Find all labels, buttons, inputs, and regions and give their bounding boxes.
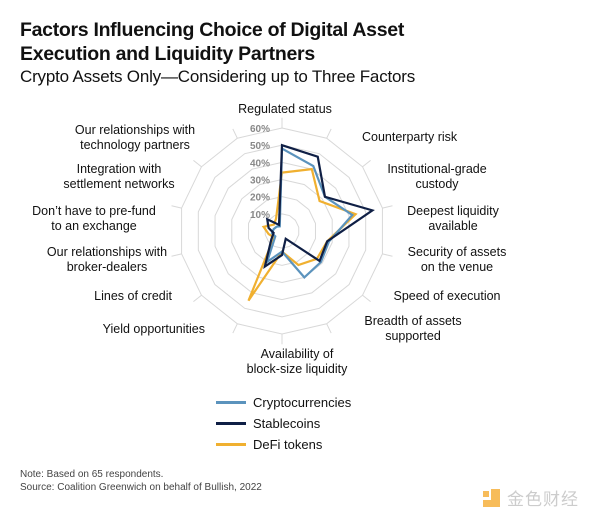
grid-ring [231,178,333,284]
axis-leader [382,205,393,209]
radial-tick-label: 20% [250,193,270,204]
axis-label: Deepest liquidity [407,204,499,218]
legend-label: DeFi tokens [253,437,323,452]
axis-label: Security of assets [408,245,507,259]
watermark-text: 金色财经 [507,490,579,510]
axis-leader [232,128,238,139]
radial-tick-label: 50% [250,141,270,152]
axis-label: block-size liquidity [247,362,348,376]
axis-label: Counterparty risk [362,130,458,144]
series-defi-tokens [247,167,358,302]
legend-swatch-cryptocurrencies [216,401,246,404]
radial-tick-label: 40% [250,158,270,169]
axis-leader [382,253,393,257]
legend-item-cryptocurrencies: Cryptocurrencies [216,392,351,413]
axis-leader [326,128,332,139]
axis-leader [193,294,202,303]
legend: Cryptocurrencies Stablecoins DeFi tokens [216,392,351,455]
legend-swatch-stablecoins [216,422,246,425]
legend-item-defi-tokens: DeFi tokens [216,434,351,455]
footnote: Note: Based on 65 respondents. Source: C… [20,468,262,494]
radial-tick-labels: 10% 20% 30% 40% 50% 60% [250,124,270,221]
radial-tick-label: 10% [250,210,270,221]
legend-item-stablecoins: Stablecoins [216,413,351,434]
axis-label: broker-dealers [67,260,148,274]
grid-ring [214,161,350,301]
chart-subtitle: Crypto Assets Only—Considering up to Thr… [20,67,416,86]
axis-label: Speed of execution [393,289,500,303]
radar-series [247,143,375,302]
axis-leader [362,159,371,168]
watermark-logo-icon [483,488,501,507]
grid-ring [197,144,367,318]
axis-label: custody [415,177,459,191]
axis-leader [193,159,202,168]
axis-label: to an exchange [51,219,137,233]
axis-label: Institutional-grade [387,162,486,176]
grid-ring [248,196,316,266]
axis-leader [171,253,182,257]
axis-label: Don’t have to pre-fund [32,204,156,218]
axis-label: on the venue [421,260,493,274]
axis-labels: Regulated status Counterparty risk Institu… [32,102,506,376]
chart-title-line1: Factors Influencing Choice of Digital As… [20,19,405,41]
axis-label: Our relationships with [47,245,167,259]
axis-label: Integration with [77,162,162,176]
axis-label: available [428,219,477,233]
axis-label: Yield opportunities [103,322,205,336]
source-text: Source: Coalition Greenwich on behalf of… [20,482,262,493]
axis-label: settlement networks [63,177,174,191]
axis-label: Our relationships with [75,123,195,137]
axis-label: Breadth of assets [364,314,461,328]
radar-grid [171,117,393,345]
radial-tick-label: 30% [250,176,270,187]
legend-label: Stablecoins [253,416,321,431]
chart-title: Factors Influencing Choice of Digital As… [20,18,580,66]
axis-leader [232,323,238,334]
series-stablecoins [263,143,375,270]
note-text: Note: Based on 65 respondents. [20,469,164,480]
axis-leader [326,323,332,334]
axis-leader [362,294,371,303]
legend-label: Cryptocurrencies [253,395,352,410]
axis-label: supported [385,329,441,343]
legend-swatch-defi-tokens [216,443,246,446]
watermark: 金色财经 [483,485,579,510]
axis-leader [171,205,182,209]
axis-label: Lines of credit [94,289,172,303]
axis-label: Regulated status [238,102,332,116]
radial-tick-label: 60% [250,124,270,135]
axis-label: technology partners [80,138,190,152]
chart-title-line2: Execution and Liquidity Partners [20,43,315,65]
axis-label: Availability of [261,347,334,361]
